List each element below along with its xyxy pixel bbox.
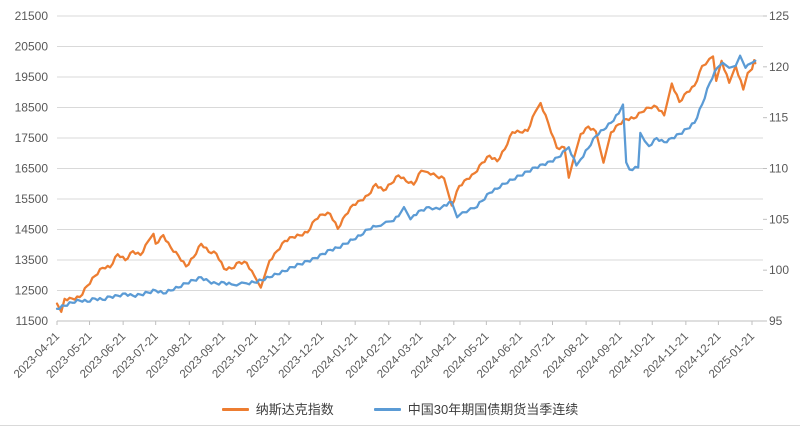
right-axis-tick-label: 125 (769, 9, 789, 23)
legend-item-nasdaq: 纳斯达克指数 (221, 401, 334, 417)
nasdaq-line-swatch-icon (221, 407, 249, 411)
legend-label-nasdaq: 纳斯达克指数 (255, 401, 334, 417)
left-axis-tick-label: 15500 (15, 192, 49, 206)
legend-label-cn30y-bond-futures: 中国30年期国债期货当季连续 (407, 401, 579, 417)
chart-legend: 纳斯达克指数 中国30年期国债期货当季连续 (0, 399, 800, 419)
series-line-1 (55, 54, 757, 311)
series-line-0 (55, 55, 757, 314)
left-axis-tick-label: 17500 (15, 131, 49, 145)
right-axis-tick-label: 95 (769, 314, 783, 328)
right-axis-tick-label: 120 (769, 60, 789, 74)
right-axis-tick-label: 115 (769, 111, 788, 125)
left-axis-tick-label: 16500 (15, 162, 49, 176)
left-axis-tick-label: 21500 (15, 9, 49, 23)
legend-item-cn30y-bond-futures: 中国30年期国债期货当季连续 (373, 401, 579, 417)
left-axis-tick-label: 14500 (15, 223, 49, 237)
right-axis-tick-label: 105 (769, 212, 789, 226)
left-axis-tick-label: 18500 (15, 101, 49, 115)
left-axis-tick-label: 20500 (15, 40, 49, 54)
right-axis-tick-label: 100 (769, 263, 789, 277)
bond-line-swatch-icon (373, 407, 401, 411)
left-axis-tick-label: 11500 (16, 314, 49, 328)
left-axis-tick-label: 13500 (15, 253, 49, 267)
left-axis-tick-label: 12500 (15, 284, 49, 298)
left-axis-tick-label: 19500 (15, 70, 49, 84)
right-axis-tick-label: 110 (769, 162, 788, 176)
